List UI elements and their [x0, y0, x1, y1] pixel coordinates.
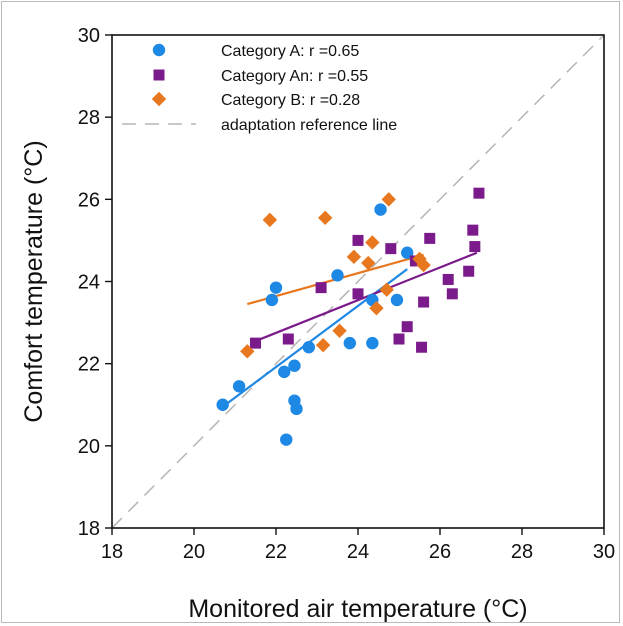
x-tick-label: 26: [429, 541, 451, 563]
data-point-0-3: [269, 281, 283, 294]
data-point-1-1: [282, 333, 294, 345]
y-tick-label: 20: [78, 436, 100, 458]
data-point-0-15: [390, 293, 404, 307]
points-layer: [216, 187, 485, 446]
y-tick-label: 26: [78, 189, 100, 211]
data-point-2-3: [318, 210, 333, 226]
legend-marker-0: [152, 43, 166, 57]
axis-layer: 18 20 22 24 26 28 30 18 20 22 24 26 28 30: [78, 25, 615, 563]
data-point-0-11: [343, 336, 356, 350]
data-point-2-1: [262, 212, 278, 228]
data-point-1-10: [418, 296, 430, 308]
y-tick-label: 28: [78, 107, 100, 129]
data-point-1-12: [442, 273, 454, 285]
legend-label-2: Category B: r =0.28: [221, 92, 360, 109]
data-point-1-11: [424, 232, 436, 244]
data-point-0-5: [280, 433, 293, 446]
x-tick-label: 28: [511, 541, 533, 563]
data-point-1-13: [446, 288, 458, 300]
data-point-1-4: [352, 288, 364, 300]
data-point-2-7: [365, 235, 380, 250]
data-point-0-14: [374, 203, 387, 216]
reference-line: [111, 34, 605, 529]
data-point-2-5: [346, 249, 362, 265]
data-point-1-15: [467, 224, 479, 236]
y-tick-label: 18: [78, 518, 100, 540]
data-point-1-5: [385, 243, 397, 255]
data-point-0-0: [216, 398, 229, 411]
data-point-1-14: [463, 265, 475, 277]
x-tick-label: 30: [593, 541, 615, 563]
data-point-1-17: [473, 187, 485, 199]
legend: Category A: r =0.65 Category An: r =0.55 C…: [122, 43, 397, 134]
data-point-0-12: [366, 336, 379, 350]
data-point-2-0: [240, 344, 255, 359]
trend-layer: [222, 251, 478, 408]
data-point-0-1: [232, 380, 246, 393]
data-point-2-2: [315, 337, 331, 353]
x-axis-title: Monitored air temperature (°C): [188, 595, 527, 623]
x-tick-label: 24: [347, 541, 369, 563]
data-point-2-10: [381, 192, 396, 207]
data-point-0-6: [288, 359, 301, 372]
data-point-1-9: [416, 341, 428, 353]
data-point-2-9: [379, 282, 394, 297]
y-tick-label: 30: [78, 25, 100, 47]
data-point-2-4: [332, 323, 347, 338]
y-tick-label: 22: [78, 354, 100, 376]
data-point-2-12: [416, 257, 431, 273]
data-point-1-7: [401, 321, 413, 333]
y-tick-label: 24: [78, 272, 100, 294]
legend-label-0: Category A: r =0.65: [221, 43, 359, 60]
legend-marker-1: [153, 69, 165, 81]
data-point-2-8: [369, 301, 384, 316]
data-point-0-2: [265, 293, 279, 307]
x-tick-label: 22: [265, 541, 287, 563]
x-tick-label: 20: [183, 541, 205, 563]
trend-line-1: [255, 251, 478, 343]
data-point-0-4: [278, 365, 291, 379]
reference-layer: [111, 34, 605, 529]
legend-label-1: Category An: r =0.55: [221, 68, 368, 85]
data-point-1-3: [352, 234, 364, 246]
data-point-0-10: [331, 269, 344, 282]
data-point-1-0: [250, 337, 261, 349]
data-point-1-2: [315, 282, 327, 294]
legend-marker-2: [151, 91, 167, 107]
data-point-0-9: [302, 341, 315, 354]
legend-label-3: adaptation reference line: [221, 117, 397, 134]
data-point-1-6: [393, 333, 405, 345]
y-axis-title: Comfort temperature (°C): [20, 140, 48, 422]
data-point-2-6: [361, 255, 376, 271]
x-tick-label: 18: [101, 541, 123, 563]
data-point-0-8: [290, 402, 303, 416]
data-point-1-16: [469, 241, 481, 253]
